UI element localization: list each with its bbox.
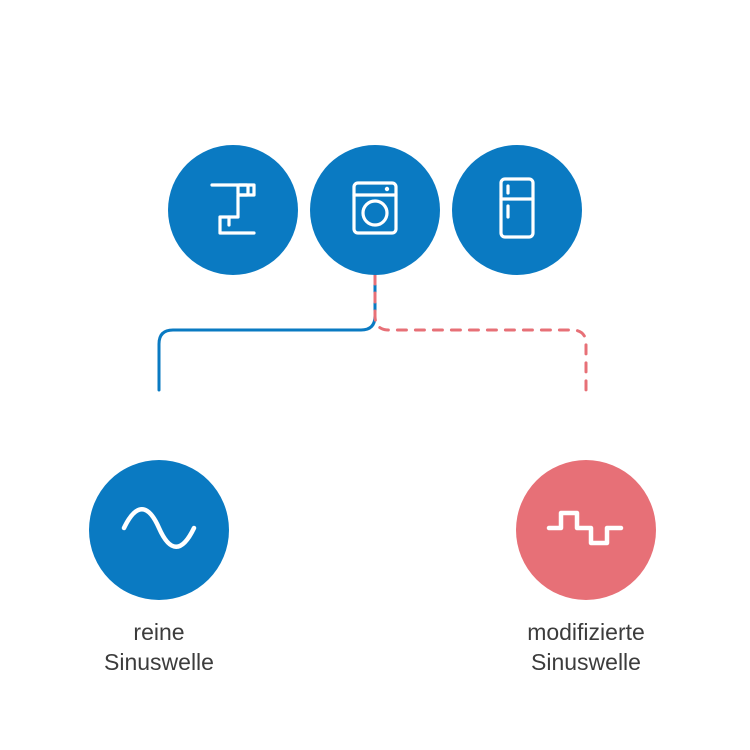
connector-left [159, 275, 375, 390]
top-circle-2 [452, 145, 582, 275]
modified-sine-circle [516, 460, 656, 600]
modified-sine-label: modifizierte Sinuswelle [466, 618, 706, 678]
coffee-machine-icon [198, 173, 268, 248]
connector-right [375, 275, 586, 390]
sine-wave-icon [114, 498, 204, 563]
square-wave-icon [541, 503, 631, 558]
diagram-canvas: reine Sinuswelle modifizierte Sinuswelle [0, 0, 750, 750]
fridge-icon [485, 171, 549, 250]
pure-sine-label: reine Sinuswelle [39, 618, 279, 678]
pure-sine-circle [89, 460, 229, 600]
top-circle-0 [168, 145, 298, 275]
top-circle-1 [310, 145, 440, 275]
washing-machine-icon [340, 173, 410, 248]
